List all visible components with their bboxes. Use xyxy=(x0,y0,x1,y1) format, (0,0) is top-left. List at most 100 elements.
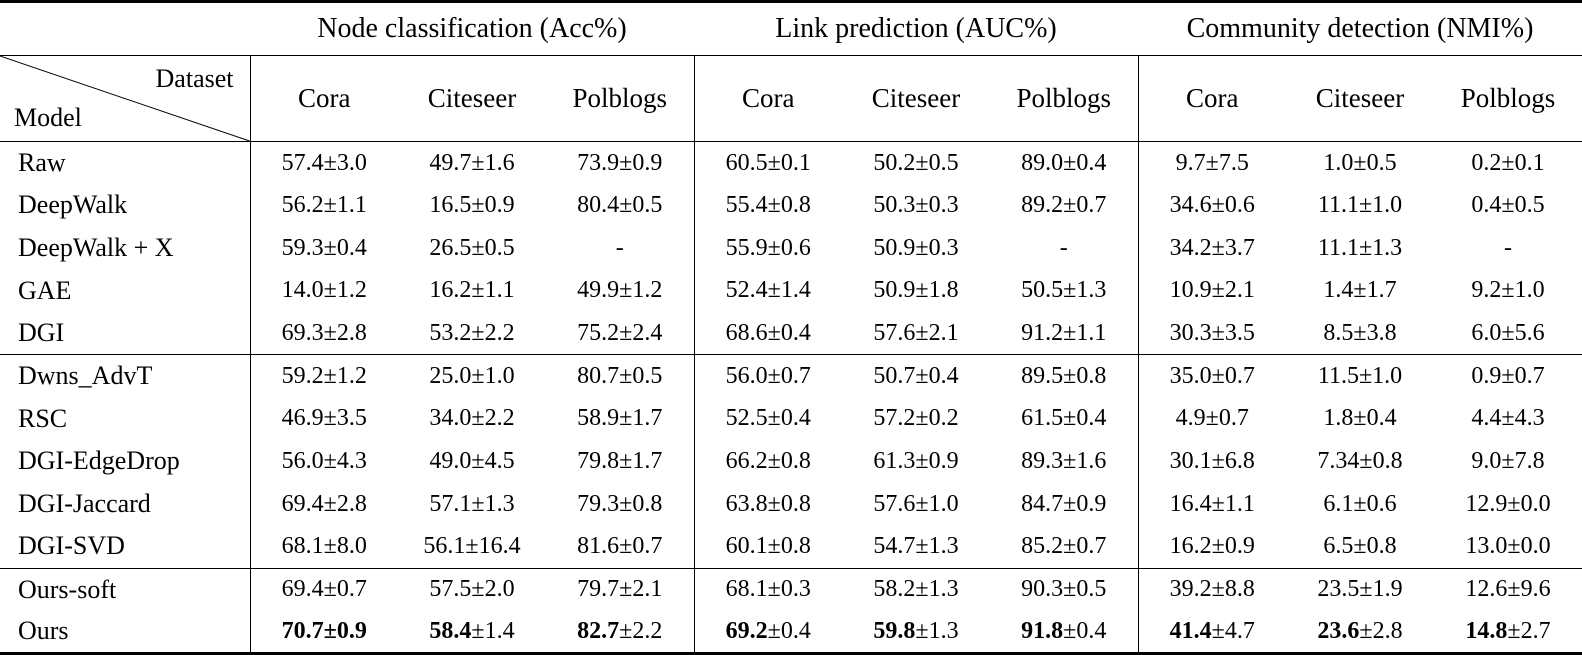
result-cell: 69.4±0.7 xyxy=(249,567,398,611)
table-row: Dwns_AdvT 59.2±1.2 25.0±1.0 80.7±0.5 56.0±0.… xyxy=(0,354,1582,398)
result-cell: 57.5±2.0 xyxy=(398,567,546,611)
result-cell: 69.3±2.8 xyxy=(249,312,398,355)
result-cell: 57.6±2.1 xyxy=(873,319,959,346)
result-cell: 49.7±1.6 xyxy=(429,149,515,176)
result-cell: 80.7±0.5 xyxy=(546,354,694,398)
result-cell: 50.5±1.3 xyxy=(1021,277,1107,304)
result-cell: 11.1±1.0 xyxy=(1317,191,1403,218)
result-cell: 6.1±0.6 xyxy=(1323,490,1397,517)
result-cell: 14.8±2.7 xyxy=(1465,617,1551,644)
result-cell: 4.4±4.3 xyxy=(1471,405,1545,432)
result-cell: 16.2±0.9 xyxy=(1137,525,1286,569)
table-row: DeepWalk + X 59.3±0.4 26.5±0.5 - 55.9±0.6 50.… xyxy=(0,226,1582,270)
result-cell: 16.5±0.9 xyxy=(429,191,515,218)
table-row: RSC 46.9±3.5 34.0±2.2 58.9±1.7 52.5±0.4 57.2±… xyxy=(0,397,1582,441)
result-cell: 58.2±1.3 xyxy=(842,567,990,611)
result-cell: 50.2±0.5 xyxy=(873,149,959,176)
result-cell: 13.0±0.0 xyxy=(1465,532,1551,559)
result-cell: 80.4±0.5 xyxy=(577,191,663,218)
result-cell: 55.4±0.8 xyxy=(693,184,842,227)
result-cell: 89.0±0.4 xyxy=(1021,149,1107,176)
result-cell: 11.5±1.0 xyxy=(1286,354,1434,398)
result-cell: 59.8±1.3 xyxy=(873,617,959,644)
result-cell: 58.9±1.7 xyxy=(577,405,663,432)
table-row: DeepWalk 56.2±1.1 16.5±0.9 80.4±0.5 55.4±0.8… xyxy=(0,184,1582,227)
result-cell: - xyxy=(615,234,624,261)
result-cell: 58.4±1.4 xyxy=(429,617,515,644)
dataset-header-polblogs-cd: Polblogs xyxy=(1434,55,1582,142)
result-cell: 81.6±0.7 xyxy=(577,532,663,559)
result-cell: 49.9±1.2 xyxy=(577,277,663,304)
result-cell: 54.7±1.3 xyxy=(873,532,959,559)
task-group-header-row: Node classification (Acc%) Link predicti… xyxy=(0,1,1582,56)
result-cell: 30.3±3.5 xyxy=(1137,312,1286,355)
result-cell: 8.5±3.8 xyxy=(1323,319,1397,346)
table-row: Ours-soft 69.4±0.7 57.5±2.0 79.7±2.1 68.1±0.… xyxy=(0,567,1582,611)
model-name: DeepWalk + X xyxy=(18,233,174,263)
dataset-header-citeseer-cd: Citeseer xyxy=(1286,55,1434,142)
result-cell: 79.3±0.8 xyxy=(577,490,663,517)
result-cell: 4.9±0.7 xyxy=(1137,397,1286,441)
result-cell: 30.1±6.8 xyxy=(1137,440,1286,483)
model-name: DGI-SVD xyxy=(18,531,125,561)
result-cell: 79.8±1.7 xyxy=(577,447,663,474)
result-cell: 56.0±0.7 xyxy=(693,354,842,398)
result-cell: 89.2±0.7 xyxy=(1021,191,1107,218)
result-cell: 70.7±0.9 xyxy=(249,610,398,654)
result-cell: 85.2±0.7 xyxy=(1021,532,1107,559)
dataset-header-polblogs-lp: Polblogs xyxy=(990,55,1138,142)
result-cell: 57.4±3.0 xyxy=(249,141,398,185)
result-cell: 68.6±0.4 xyxy=(693,312,842,355)
dataset-header-citeseer-nc: Citeseer xyxy=(398,55,546,142)
result-cell: 12.9±0.0 xyxy=(1465,490,1551,517)
result-cell: 35.0±0.7 xyxy=(1137,354,1286,398)
result-cell: 50.9±1.8 xyxy=(873,277,959,304)
result-cell: 46.9±3.5 xyxy=(249,397,398,441)
result-cell: 12.6±9.6 xyxy=(1434,567,1582,611)
model-name: Ours-soft xyxy=(0,567,250,611)
result-cell: 25.0±1.0 xyxy=(398,354,546,398)
table-row: Raw 57.4±3.0 49.7±1.6 73.9±0.9 60.5±0.1 50.2±… xyxy=(0,141,1582,185)
result-cell: 91.2±1.1 xyxy=(1021,319,1107,346)
result-cell: 84.7±0.9 xyxy=(1021,490,1107,517)
model-name: GAE xyxy=(18,275,72,305)
table-row: DGI-SVD 68.1±8.0 56.1±16.4 81.6±0.7 60.1±0.8… xyxy=(0,525,1582,569)
result-cell: 7.34±0.8 xyxy=(1317,447,1403,474)
table-row: GAE 14.0±1.2 16.2±1.1 49.9±1.2 52.4±1.4 50.9±… xyxy=(0,269,1582,313)
table-row: DGI-Jaccard 69.4±2.8 57.1±1.3 79.3±0.8 63.8±… xyxy=(0,482,1582,526)
result-cell: 68.1±8.0 xyxy=(249,525,398,569)
result-cell: 56.2±1.1 xyxy=(249,184,398,227)
result-cell: 61.3±0.9 xyxy=(873,447,959,474)
dataset-header-citeseer-lp: Citeseer xyxy=(842,55,990,142)
result-cell: 57.1±1.3 xyxy=(429,490,515,517)
model-name: DeepWalk xyxy=(18,190,128,220)
result-cell: 91.8±0.4 xyxy=(1021,617,1107,644)
result-cell: 56.0±4.3 xyxy=(249,440,398,483)
result-cell: 9.7±7.5 xyxy=(1137,141,1286,185)
result-cell: 10.9±2.1 xyxy=(1137,269,1286,313)
result-cell: - xyxy=(1059,234,1068,261)
diagonal-label-dataset: Dataset xyxy=(155,64,234,93)
result-cell: 1.0±0.5 xyxy=(1323,149,1397,176)
result-cell: 39.2±8.8 xyxy=(1137,567,1286,611)
result-cell: 63.8±0.8 xyxy=(693,482,842,526)
result-cell: 26.5±0.5 xyxy=(429,234,515,261)
corner-spacer xyxy=(0,1,250,56)
result-cell: 16.2±1.1 xyxy=(429,277,515,304)
result-cell: 56.1±16.4 xyxy=(423,532,521,559)
table-row: DGI-EdgeDrop 56.0±4.3 49.0±4.5 79.8±1.7 66.2… xyxy=(0,440,1582,483)
result-cell: 50.9±0.3 xyxy=(873,234,959,261)
result-cell: 79.7±2.1 xyxy=(546,567,694,611)
model-name: RSC xyxy=(18,403,68,433)
model-name: Dwns_AdvT xyxy=(0,354,250,398)
diagonal-line xyxy=(0,56,250,141)
result-cell: 73.9±0.9 xyxy=(577,149,663,176)
table-row: DGI 69.3±2.8 53.2±2.2 75.2±2.4 68.6±0.4 57.6±… xyxy=(0,312,1582,355)
result-cell: 14.0±1.2 xyxy=(249,269,398,313)
result-cell: 9.0±7.8 xyxy=(1471,447,1545,474)
diagonal-header-cell: Dataset Model xyxy=(0,55,250,142)
result-cell: 59.3±0.4 xyxy=(249,226,398,270)
result-cell: 34.0±2.2 xyxy=(429,405,515,432)
result-cell: 1.4±1.7 xyxy=(1323,277,1397,304)
